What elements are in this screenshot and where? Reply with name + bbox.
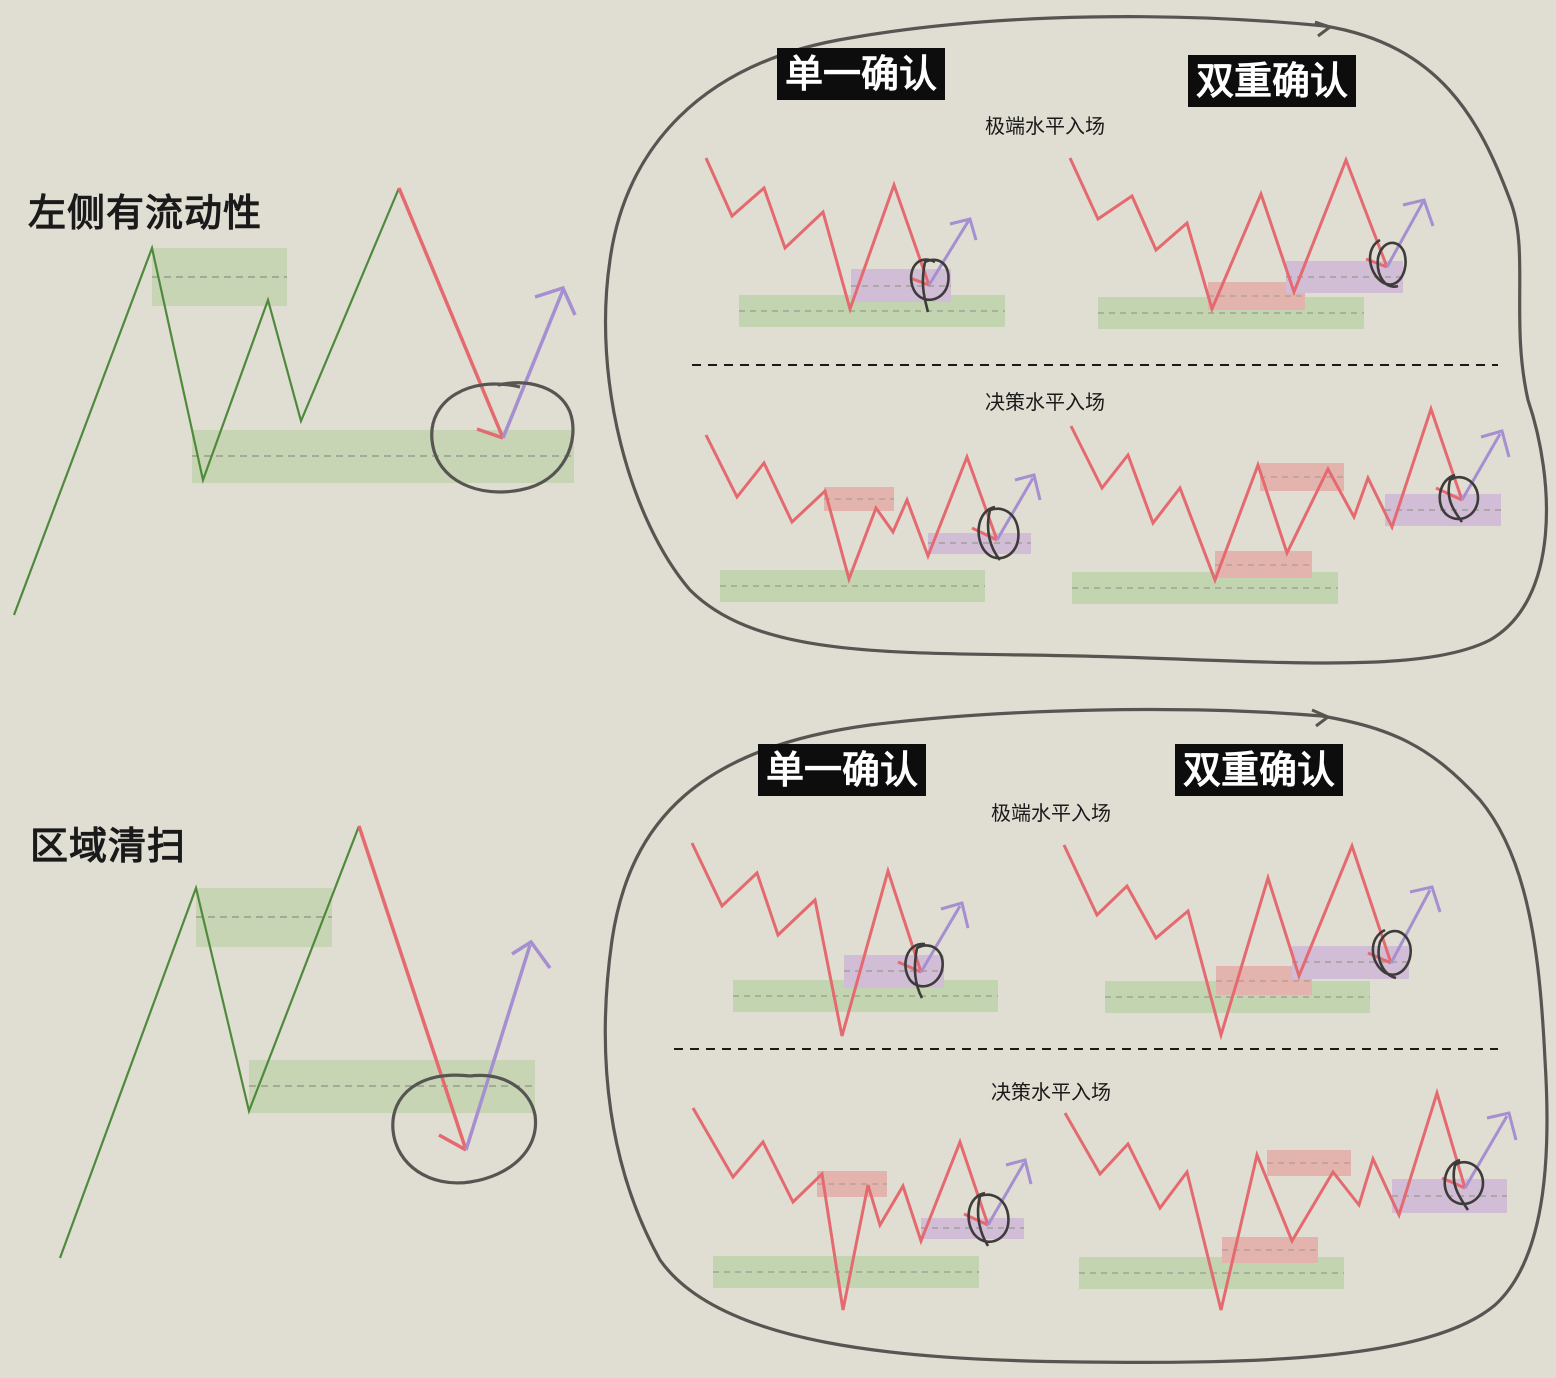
arrow-tail xyxy=(438,1133,467,1152)
label-extreme-level-entry: 极端水平入场 xyxy=(991,801,1111,825)
badge-double-confirmation: 双重确认 xyxy=(1188,55,1357,107)
entry-circle xyxy=(430,381,575,494)
entry-arrow-head xyxy=(949,217,978,241)
panel-title-zone-sweep: 区域清扫 xyxy=(30,824,187,868)
mini-chart-single-extreme xyxy=(704,157,1005,327)
entry-arrow xyxy=(919,905,962,973)
price-line xyxy=(1062,841,1393,1041)
entry-arrow xyxy=(1460,433,1502,501)
entry-arrow-head xyxy=(1409,885,1442,913)
downtrend-price-line xyxy=(397,187,505,439)
entry-arrow-head xyxy=(1402,198,1435,227)
liquidity-zone-high xyxy=(196,888,332,947)
arrow-tail xyxy=(897,960,922,974)
price-line xyxy=(704,157,931,314)
label-decision-level-entry: 决策水平入场 xyxy=(985,390,1105,414)
entry-arrow xyxy=(501,289,565,439)
entry-arrow xyxy=(927,219,971,286)
mini-chart-double-extreme xyxy=(1068,155,1435,329)
entry-arrow-head xyxy=(1005,1158,1033,1185)
entry-arrow-head xyxy=(511,939,552,970)
entry-arrow xyxy=(1385,201,1425,268)
uptrend-price-line xyxy=(12,187,401,616)
entry-circle xyxy=(1368,238,1407,288)
downtrend-price-line xyxy=(357,825,468,1151)
entry-arrow-head xyxy=(940,901,970,929)
entry-arrow xyxy=(995,477,1035,541)
price-line xyxy=(1063,1087,1467,1311)
panel-liquidity-left xyxy=(12,15,1549,665)
entry-arrow-head xyxy=(534,285,577,316)
entry-arrow-head xyxy=(1014,473,1042,501)
mini-chart-single-extreme xyxy=(690,842,998,1037)
entry-circle xyxy=(967,1191,1010,1247)
label-decision-level-entry: 决策水平入场 xyxy=(991,1080,1111,1104)
entry-arrow xyxy=(464,944,532,1151)
badge-single-confirmation: 单一确认 xyxy=(777,48,946,100)
label-extreme-level-entry: 极端水平入场 xyxy=(985,114,1105,138)
outline-arrow-head xyxy=(1314,20,1334,38)
entry-circle xyxy=(391,1073,538,1185)
price-line xyxy=(1069,404,1464,585)
panel-zone-sweep xyxy=(58,707,1549,1364)
entry-circle xyxy=(909,258,950,313)
examples-outline xyxy=(603,707,1549,1364)
entry-circle xyxy=(1438,473,1480,523)
price-line xyxy=(690,842,923,1037)
mini-chart-double-decision xyxy=(1069,404,1511,604)
mini-chart-double-decision xyxy=(1063,1087,1518,1311)
uptrend-price-line xyxy=(58,825,361,1259)
entry-zone xyxy=(921,1218,1024,1239)
entry-arrow-head xyxy=(1480,429,1511,458)
entry-circle xyxy=(904,942,944,999)
price-line xyxy=(704,434,999,584)
price-line xyxy=(1068,155,1389,314)
entry-arrow xyxy=(986,1162,1026,1226)
arrow-tail xyxy=(971,526,998,542)
mini-chart-single-decision xyxy=(691,1107,1033,1311)
entry-arrow-head xyxy=(1486,1111,1518,1141)
mini-chart-double-extreme xyxy=(1062,841,1442,1041)
badge-single-confirmation: 单一确认 xyxy=(758,744,927,796)
arrow-tail xyxy=(476,427,504,440)
price-line xyxy=(691,1107,990,1311)
outline-arrow-head xyxy=(1311,708,1331,728)
arrow-tail xyxy=(909,276,930,287)
entry-arrow xyxy=(1463,1115,1509,1189)
entry-circle xyxy=(1371,928,1412,980)
entry-arrow xyxy=(1389,889,1432,964)
mini-chart-single-decision xyxy=(704,434,1042,602)
panel-title-liquidity-left: 左侧有流动性 xyxy=(28,191,263,235)
entry-circle xyxy=(1443,1158,1485,1211)
badge-double-confirmation: 双重确认 xyxy=(1175,744,1344,796)
entry-circle xyxy=(977,505,1020,561)
